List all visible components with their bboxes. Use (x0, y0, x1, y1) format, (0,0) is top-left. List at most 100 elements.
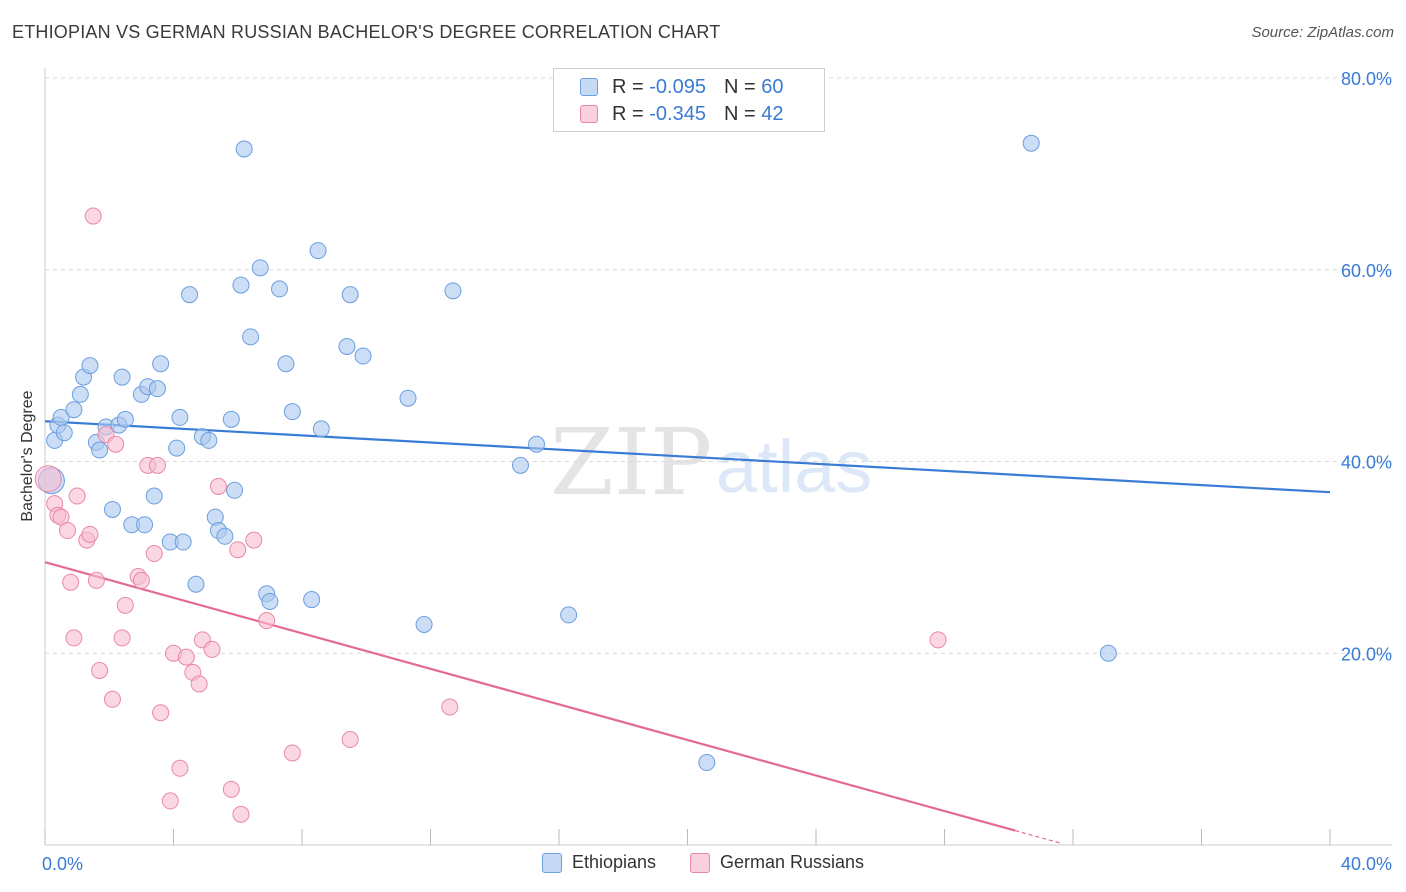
ethiopians-point (65, 401, 83, 419)
ethiopians-point (181, 286, 199, 304)
german-russians-point (116, 596, 134, 614)
ethiopians-point (560, 606, 578, 624)
german-russians-point (132, 571, 150, 589)
german-russians-point (84, 207, 102, 225)
ethiopians-point (216, 527, 234, 545)
ethiopians-n-value: 60 (761, 75, 784, 98)
y-tick-label: 20.0% (1341, 644, 1392, 664)
ethiopians-point (148, 380, 166, 398)
ethiopians-point (113, 368, 131, 386)
ethiopians-point (444, 282, 462, 300)
german-russians-point (209, 477, 227, 495)
ethiopians-point (511, 456, 529, 474)
ethiopians-point (399, 389, 417, 407)
german-russians-point (65, 629, 83, 647)
legend-row-german-russians: R = -0.345 N = 42 (580, 101, 783, 127)
ethiopians-point (341, 286, 359, 304)
german-russians-point (107, 435, 125, 453)
german-russians-point (148, 456, 166, 474)
watermark-zip: ZIP (550, 409, 712, 516)
ethiopians-point (277, 355, 295, 373)
german-russians-point (81, 525, 99, 543)
ethiopians-point (168, 439, 186, 457)
ethiopians-point (283, 403, 301, 421)
german-russians-point (177, 648, 195, 666)
german-russians-point (341, 731, 359, 749)
german-russians-point (171, 759, 189, 777)
x-tick-label: 40.0% (1341, 854, 1392, 874)
german-russians-point (245, 531, 263, 549)
german-russians-point (68, 487, 86, 505)
german-russians-point (87, 571, 105, 589)
german-russians-point (91, 662, 109, 680)
series-legend: Ethiopians German Russians (0, 852, 1406, 873)
german-russians-n-label: N = (723, 102, 762, 125)
german-russians-r-value: -0.345 (649, 102, 706, 125)
german-russians-r-label: R = (612, 102, 650, 125)
german-russians-point (441, 698, 459, 716)
german-russians-point (152, 704, 170, 722)
axes (44, 68, 1392, 846)
ethiopians-point (116, 410, 134, 428)
german-russians-point (161, 792, 179, 810)
german-russians-point (145, 545, 163, 563)
legend-swatch-german-russians (690, 852, 710, 873)
ethiopians-point (145, 487, 163, 505)
ethiopians-n-label: N = (723, 75, 762, 98)
german-russians-point (34, 465, 62, 493)
ethiopians-point (152, 355, 170, 373)
ethiopians-point (136, 516, 154, 534)
ethiopians-r-label: R = (612, 75, 650, 98)
german-russians-point (113, 629, 131, 647)
ethiopians-point (354, 347, 372, 365)
ethiopians-point (71, 385, 89, 403)
ethiopians-point (187, 575, 205, 593)
ethiopians-points (37, 134, 1117, 772)
german-russians-n-value: 42 (761, 102, 784, 125)
correlation-legend: R = -0.095 N = 60 R = -0.345 N = 42 (553, 68, 825, 132)
ethiopians-trend-line (44, 420, 1331, 494)
german-russians-trend-line (44, 561, 1016, 832)
ethiopians-point (242, 328, 260, 346)
ethiopians-point (309, 242, 327, 260)
ethiopians-r-value: -0.095 (649, 75, 706, 98)
ethiopians-point (222, 410, 240, 428)
german-russians-point (190, 675, 208, 693)
ethiopians-point (271, 280, 289, 298)
legend-row-ethiopians: R = -0.095 N = 60 (580, 74, 783, 100)
german-russians-point (229, 541, 247, 559)
y-tick-label: 60.0% (1341, 261, 1392, 281)
german-russians-point (283, 744, 301, 762)
ethiopians-point (415, 615, 433, 633)
german-russians-points (34, 207, 947, 823)
ethiopians-point (200, 431, 218, 449)
german-russians-point (232, 805, 250, 823)
ethiopians-point (171, 408, 189, 426)
german-russians-point (203, 640, 221, 658)
y-tick-label: 80.0% (1341, 69, 1392, 89)
ethiopians-point (698, 754, 716, 772)
x-tick-label: 0.0% (42, 854, 83, 874)
grid (45, 77, 1392, 654)
german-russians-point (222, 780, 240, 798)
german-russians-point (58, 522, 76, 540)
ethiopians-swatch (580, 78, 598, 96)
legend-swatch-ethiopians (541, 852, 562, 873)
chart-title: ETHIOPIAN VS GERMAN RUSSIAN BACHELOR'S D… (12, 22, 721, 42)
ethiopians-point (81, 357, 99, 375)
source-label: Source: ZipAtlas.com (1251, 24, 1394, 41)
legend-label-ethiopians: Ethiopians (571, 852, 656, 872)
german-russians-swatch (580, 105, 598, 123)
ethiopians-point (91, 441, 109, 459)
ethiopians-point (1099, 644, 1117, 662)
ethiopians-point (338, 337, 356, 355)
german-russians-point (62, 573, 80, 591)
german-russians-trend-extension (1015, 830, 1061, 844)
ethiopians-point (303, 591, 321, 609)
watermark: ZIP atlas (550, 409, 872, 516)
legend-item-ethiopians: Ethiopians (541, 852, 656, 873)
ethiopians-point (261, 592, 279, 610)
trend-lines (44, 420, 1331, 844)
ethiopians-point (235, 140, 253, 158)
